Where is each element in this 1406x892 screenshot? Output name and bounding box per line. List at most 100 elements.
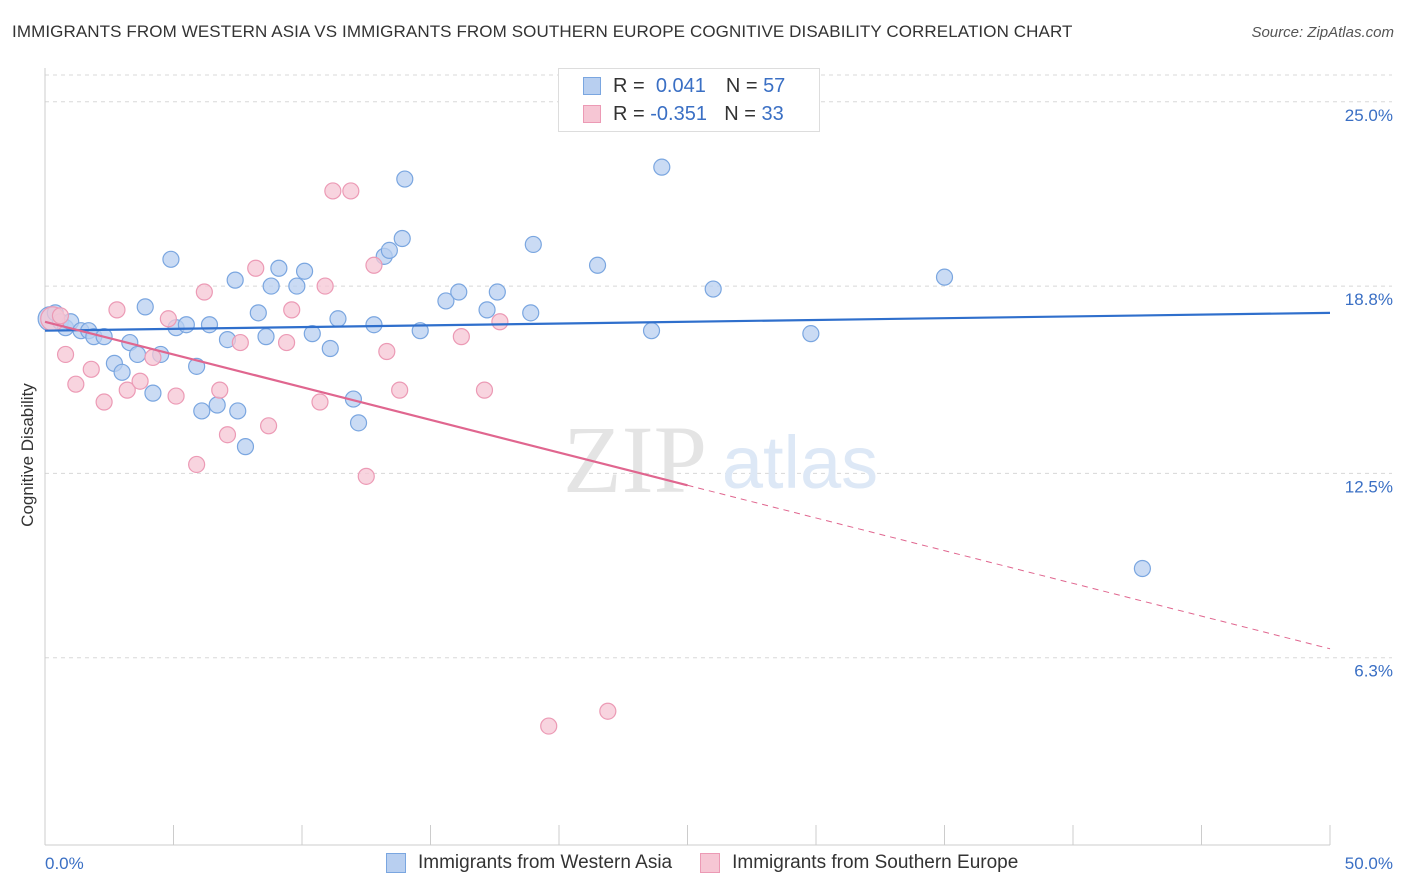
legend-label: Immigrants from Western Asia (418, 852, 673, 873)
point-southern-europe (311, 393, 329, 411)
x-tick-label: 0.0% (45, 854, 84, 873)
point-southern-europe (283, 301, 301, 319)
point-western-asia (144, 384, 162, 402)
point-western-asia (329, 310, 347, 328)
point-southern-europe (51, 307, 70, 325)
trend-lines (44, 311, 1331, 650)
legend-label: Immigrants from Southern Europe (732, 852, 1019, 873)
point-western-asia (177, 316, 195, 334)
grid-lines (45, 74, 1392, 659)
point-western-asia (295, 262, 314, 280)
legend-row-western-asia: R = 0.041 N = 57 (583, 73, 785, 99)
y-tick-label: 6.3% (1354, 662, 1393, 681)
point-western-asia (704, 280, 722, 298)
y-tick-label: 25.0% (1345, 106, 1393, 125)
legend-n-label: N = (724, 102, 756, 125)
point-western-asia (236, 438, 255, 456)
point-southern-europe (218, 426, 237, 444)
point-western-asia (365, 316, 383, 334)
legend-n-value: 57 (763, 74, 786, 97)
trend-line-southern-europe (44, 320, 688, 487)
point-western-asia (288, 277, 306, 295)
point-southern-europe (108, 301, 126, 319)
trend-line-southern-europe-dashed (687, 484, 1331, 650)
tick-labels: 6.3% 12.5% 18.8% 25.0% 0.0% 50.0% (45, 106, 1393, 873)
point-western-asia (588, 256, 607, 274)
point-western-asia (411, 322, 429, 340)
point-southern-europe (342, 182, 360, 200)
y-axis-label: Cognitive Disability (18, 383, 37, 527)
point-southern-europe (159, 310, 177, 328)
point-western-asia (802, 325, 820, 343)
source-label: Source: ZipAtlas.com (1251, 24, 1394, 41)
legend-n-value: 33 (761, 102, 784, 125)
legend-r-value: 0.041 (655, 74, 706, 97)
point-western-asia (200, 316, 219, 334)
y-tick-label: 18.8% (1345, 290, 1393, 309)
point-southern-europe (144, 348, 162, 367)
point-southern-europe (491, 313, 509, 331)
point-western-asia (522, 304, 540, 322)
point-southern-europe (365, 256, 383, 274)
legend-item-southern-europe: Immigrants from Southern Europe (700, 852, 1018, 874)
point-western-asia (136, 298, 154, 316)
legend-swatch-blue (386, 853, 406, 873)
trend-line-western-asia (44, 311, 1331, 332)
point-western-asia (478, 301, 496, 319)
point-southern-europe (475, 381, 494, 399)
point-southern-europe (599, 702, 617, 720)
point-western-asia (321, 339, 339, 358)
point-southern-europe (378, 342, 396, 361)
legend-swatch-blue (583, 77, 601, 95)
point-southern-europe (324, 182, 342, 200)
point-western-asia (303, 325, 321, 343)
point-western-asia (229, 402, 247, 420)
point-southern-europe (95, 393, 113, 411)
point-western-asia (437, 292, 455, 310)
point-southern-europe (82, 360, 100, 378)
point-western-asia (257, 328, 275, 346)
axes (44, 68, 1331, 846)
legend-row-southern-europe: R = -0.351 N = 33 (583, 101, 784, 127)
watermark-atlas: atlas (722, 421, 878, 504)
point-western-asia (380, 241, 398, 260)
point-western-asia (396, 170, 414, 188)
series-legend: Immigrants from Western Asia Immigrants … (386, 852, 1046, 874)
point-southern-europe (195, 283, 213, 301)
point-western-asia (488, 283, 506, 301)
point-western-asia (1133, 559, 1151, 578)
stats-legend: R = 0.041 N = 57 R = -0.351 N = 33 (558, 68, 820, 132)
legend-r-label: R = (613, 74, 645, 97)
legend-r-label: R = (613, 102, 645, 125)
point-southern-europe (167, 387, 185, 405)
data-points (37, 158, 1151, 735)
legend-item-western-asia: Immigrants from Western Asia (386, 852, 672, 874)
point-southern-europe (211, 381, 229, 399)
point-western-asia (226, 271, 244, 289)
point-southern-europe (277, 333, 296, 352)
point-southern-europe (316, 277, 334, 295)
point-western-asia (653, 158, 671, 176)
point-western-asia (349, 414, 368, 432)
legend-swatch-pink (583, 105, 601, 123)
point-southern-europe (259, 417, 278, 435)
point-western-asia (128, 345, 147, 364)
point-western-asia (208, 396, 226, 414)
point-western-asia (270, 259, 288, 277)
point-southern-europe (391, 381, 409, 399)
point-southern-europe (118, 381, 136, 399)
point-western-asia (193, 402, 211, 420)
point-western-asia (262, 277, 280, 295)
point-southern-europe (452, 328, 470, 346)
point-southern-europe (188, 455, 206, 474)
point-western-asia (113, 363, 131, 381)
legend-r-value: -0.351 (650, 102, 707, 125)
point-western-asia (162, 250, 180, 268)
x-tick-label: 50.0% (1345, 854, 1393, 873)
point-southern-europe (540, 717, 558, 735)
chart-title: IMMIGRANTS FROM WESTERN ASIA VS IMMIGRAN… (12, 22, 1073, 41)
point-western-asia (393, 229, 411, 248)
legend-swatch-pink (700, 853, 721, 873)
point-western-asia (642, 322, 661, 340)
